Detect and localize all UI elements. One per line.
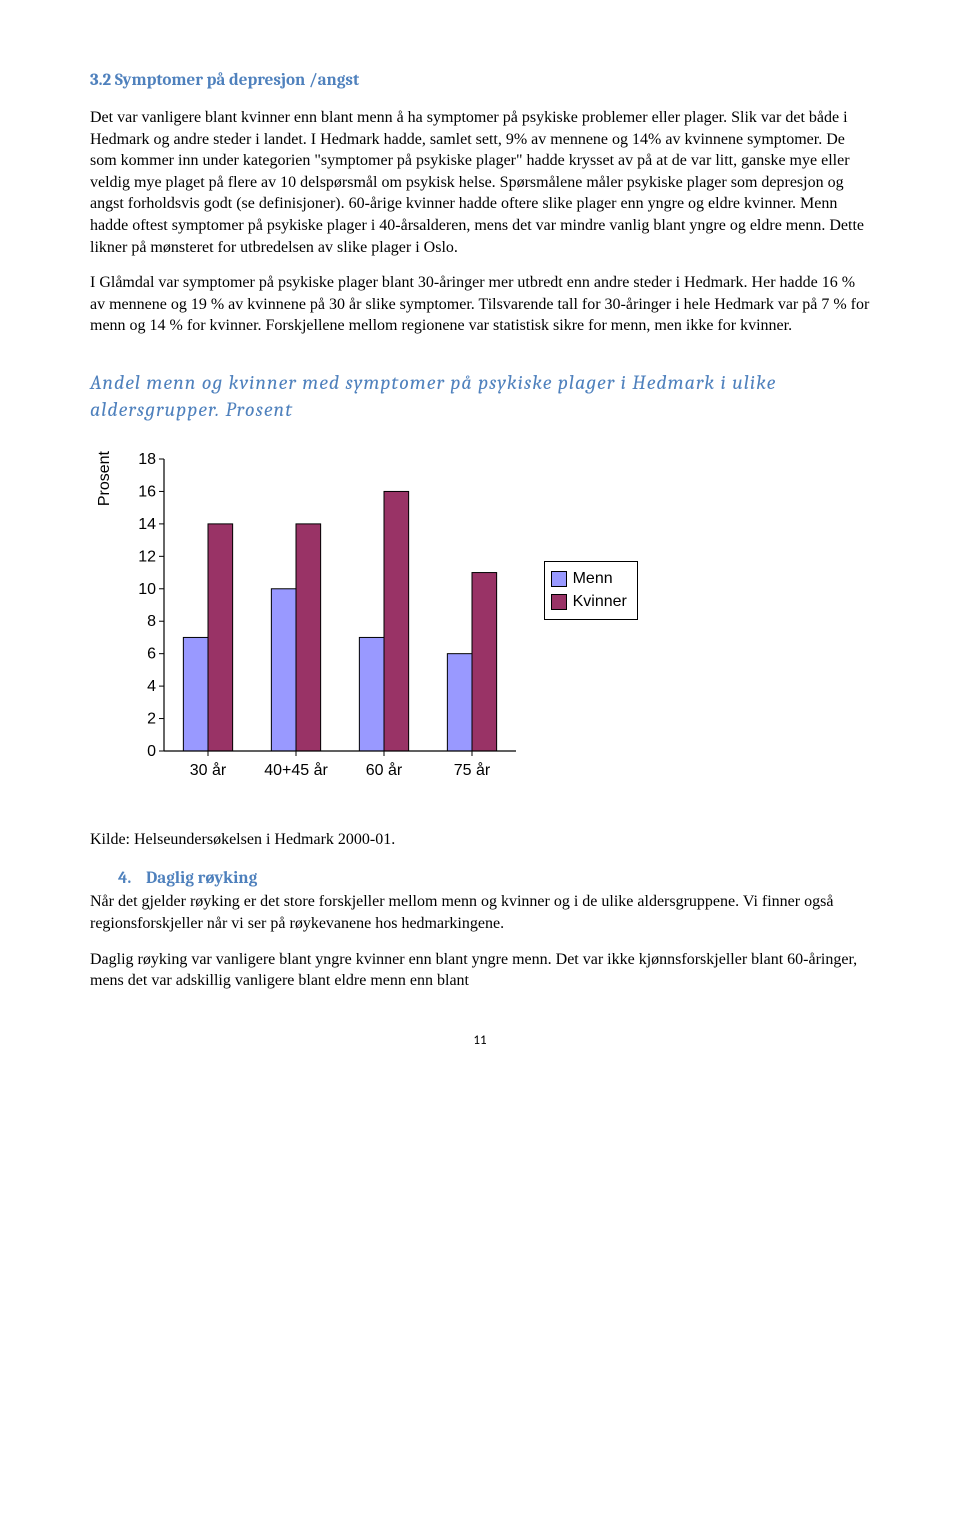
svg-text:18: 18 [138, 451, 156, 468]
section-4-number: 4. [118, 868, 146, 891]
svg-text:14: 14 [138, 516, 156, 533]
paragraph-2: I Glåmdal var symptomer på psykiske plag… [90, 272, 870, 337]
svg-text:8: 8 [147, 613, 156, 630]
svg-text:6: 6 [147, 646, 156, 663]
svg-text:30 år: 30 år [189, 761, 226, 779]
svg-text:4: 4 [147, 678, 156, 695]
paragraph-3: Når det gjelder røyking er det store for… [90, 891, 870, 934]
legend-label: Kvinner [573, 591, 627, 613]
legend-item: Kvinner [551, 591, 627, 613]
section-heading: 3.2 Symptomer på depresjon /angst [90, 70, 870, 93]
svg-text:10: 10 [138, 581, 156, 598]
page-number: 11 [90, 1032, 870, 1050]
svg-text:60 år: 60 år [365, 761, 402, 779]
chart-y-axis-label: Prosent [90, 451, 116, 616]
svg-text:16: 16 [138, 483, 156, 500]
bar-chart: 0 2 4 6 8 10 12 14 16 18 30 år 40+45 år 60 år 75 år [116, 451, 526, 791]
svg-text:40+45 år: 40+45 år [264, 761, 328, 779]
chart-container: Prosent 0 2 4 6 8 10 12 14 16 18 30 år 40+45 år 60 å… [90, 451, 638, 791]
chart-legend: MennKvinner [544, 561, 638, 620]
section-4-heading: 4. Daglig røyking [90, 868, 870, 891]
legend-item: Menn [551, 568, 627, 590]
legend-label: Menn [573, 568, 613, 590]
legend-swatch [551, 594, 567, 610]
section-4-title: Daglig røyking [146, 868, 257, 891]
svg-text:0: 0 [147, 743, 156, 760]
paragraph-4: Daglig røyking var vanligere blant yngre… [90, 949, 870, 992]
source-line: Kilde: Helseundersøkelsen i Hedmark 2000… [90, 829, 870, 851]
legend-swatch [551, 571, 567, 587]
chart-title: Andel menn og kvinner med symptomer på p… [90, 369, 870, 423]
svg-text:12: 12 [138, 548, 156, 565]
paragraph-1: Det var vanligere blant kvinner enn blan… [90, 107, 870, 258]
svg-text:75 år: 75 år [453, 761, 490, 779]
svg-text:2: 2 [147, 710, 156, 727]
